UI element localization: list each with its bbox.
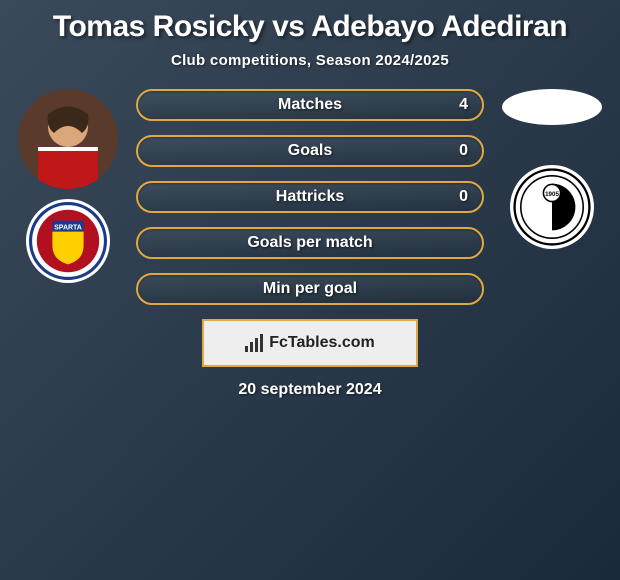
svg-text:SPARTA: SPARTA — [54, 224, 82, 231]
right-club-logo: 1905 — [510, 165, 594, 249]
stat-bar-gpm: Goals per match — [136, 227, 484, 259]
stat-label: Hattricks — [276, 188, 344, 206]
main-row: SPARTA Matches 4 Goals 0 Hattricks 0 Goa… — [8, 89, 612, 305]
comparison-card: Tomas Rosicky vs Adebayo Adediran Club c… — [0, 0, 620, 409]
stat-value-right: 4 — [459, 96, 468, 114]
left-player-photo — [18, 89, 118, 189]
svg-text:1905: 1905 — [545, 191, 559, 198]
page-subtitle: Club competitions, Season 2024/2025 — [8, 52, 612, 69]
stat-label: Goals per match — [247, 234, 372, 252]
stat-bar-goals: Goals 0 — [136, 135, 484, 167]
brand-box[interactable]: FcTables.com — [202, 319, 418, 367]
stat-label: Min per goal — [263, 280, 357, 298]
right-player-photo-placeholder — [502, 89, 602, 125]
stat-label: Matches — [278, 96, 342, 114]
stat-bar-matches: Matches 4 — [136, 89, 484, 121]
left-player-column: SPARTA — [8, 89, 128, 283]
right-player-column: 1905 — [492, 89, 612, 249]
stats-column: Matches 4 Goals 0 Hattricks 0 Goals per … — [136, 89, 484, 305]
stat-bar-hattricks: Hattricks 0 — [136, 181, 484, 213]
page-title: Tomas Rosicky vs Adebayo Adediran — [8, 10, 612, 44]
brand-chart-icon — [245, 334, 263, 352]
stat-value-right: 0 — [459, 142, 468, 160]
stat-value-right: 0 — [459, 188, 468, 206]
stat-label: Goals — [288, 142, 332, 160]
stat-bar-mpg: Min per goal — [136, 273, 484, 305]
date-text: 20 september 2024 — [8, 381, 612, 399]
left-club-logo: SPARTA — [26, 199, 110, 283]
brand-text: FcTables.com — [269, 334, 375, 352]
